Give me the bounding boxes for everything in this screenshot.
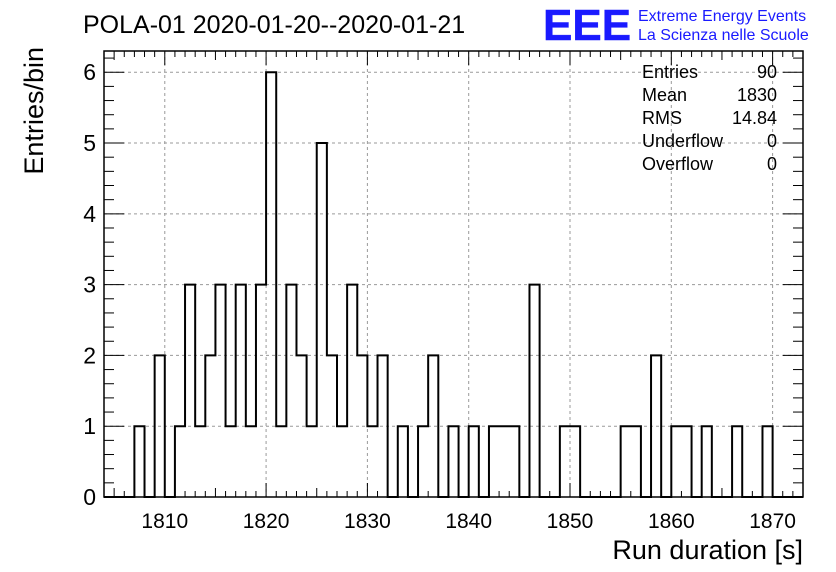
histogram-series [104,71,803,498]
x-axis-label: Run duration [s] [612,535,803,565]
y-tick-label: 2 [83,342,96,368]
stats-label: Overflow [642,154,714,174]
plot-frame [103,50,804,498]
y-tick-label: 3 [83,272,96,298]
stats-value: 1830 [737,85,777,105]
eee-logo: EEE Extreme Energy Events La Scienza nel… [543,1,809,51]
x-tick-label: 1840 [445,510,492,533]
stats-label: Underflow [642,131,724,151]
x-tick-label: 1850 [547,510,594,533]
brand-line-1: Extreme Energy Events [638,8,806,25]
stats-value: 90 [757,62,777,82]
x-tick-label: 1860 [648,510,695,533]
stats-value: 0 [767,131,777,151]
stats-value: 0 [767,154,777,174]
grid-lines [104,51,803,497]
y-tick-label: 0 [83,484,96,510]
x-tick-label: 1830 [344,510,391,533]
y-tick-label: 6 [83,59,96,85]
eee-logo-text: EEE [543,1,631,50]
y-tick-label: 5 [83,130,96,156]
y-tick-label: 4 [83,201,96,227]
axes: 1810 1820 1830 1840 1850 1860 1870 0 1 2 3 4 5 6 [83,50,804,533]
stats-label: RMS [642,108,682,128]
x-tick-label: 1820 [243,510,290,533]
stats-label: Mean [642,85,687,105]
y-axis-label: Entries/bin [19,47,49,175]
y-tick-label: 1 [83,413,96,439]
stats-box: Entries 90 Mean 1830 RMS 14.84 Underflow 0 Overf… [642,62,777,174]
chart-title: POLA-01 2020-01-20--2020-01-21 [83,11,465,39]
stats-value: 14.84 [732,108,777,128]
stats-label: Entries [642,62,698,82]
brand-line-2: La Scienza nelle Scuole [638,27,809,44]
x-tick-label: 1870 [749,510,796,533]
histogram-line [104,71,803,498]
x-tick-label: 1810 [141,510,188,533]
